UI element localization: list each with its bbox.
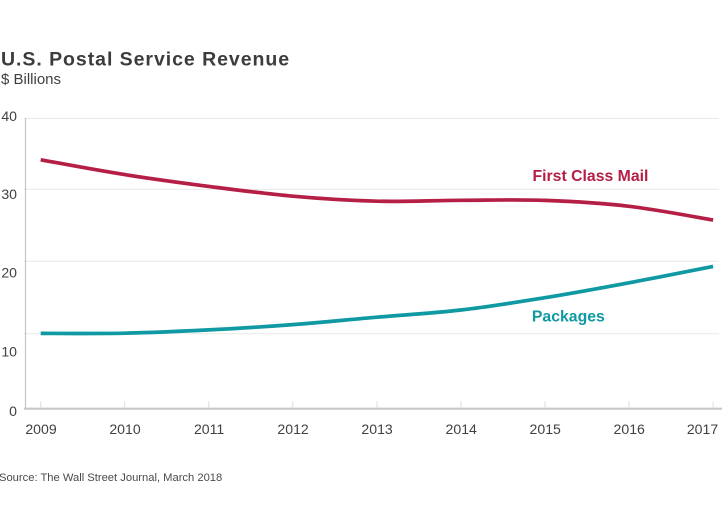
svg-text:U.S. Postal Service Revenue: U.S. Postal Service Revenue [1, 48, 290, 70]
svg-text:First Class Mail: First Class Mail [533, 168, 649, 185]
svg-text:2015: 2015 [530, 421, 562, 437]
svg-text:2011: 2011 [194, 421, 224, 437]
svg-text:2016: 2016 [614, 421, 646, 437]
svg-text:2010: 2010 [109, 421, 141, 437]
svg-text:0: 0 [9, 403, 17, 419]
svg-text:30: 30 [1, 186, 17, 202]
svg-text:Packages: Packages [532, 308, 605, 325]
svg-text:40: 40 [1, 108, 17, 124]
svg-text:Source: The Wall Street Journa: Source: The Wall Street Journal, March 2… [0, 472, 222, 484]
svg-text:10: 10 [1, 344, 17, 360]
svg-text:2014: 2014 [446, 421, 478, 437]
svg-text:20: 20 [1, 265, 17, 281]
svg-text:2017: 2017 [687, 421, 719, 437]
svg-text:$ Billions: $ Billions [1, 71, 61, 88]
svg-text:2009: 2009 [25, 421, 57, 437]
svg-text:2013: 2013 [361, 421, 393, 437]
svg-text:2012: 2012 [277, 421, 309, 437]
